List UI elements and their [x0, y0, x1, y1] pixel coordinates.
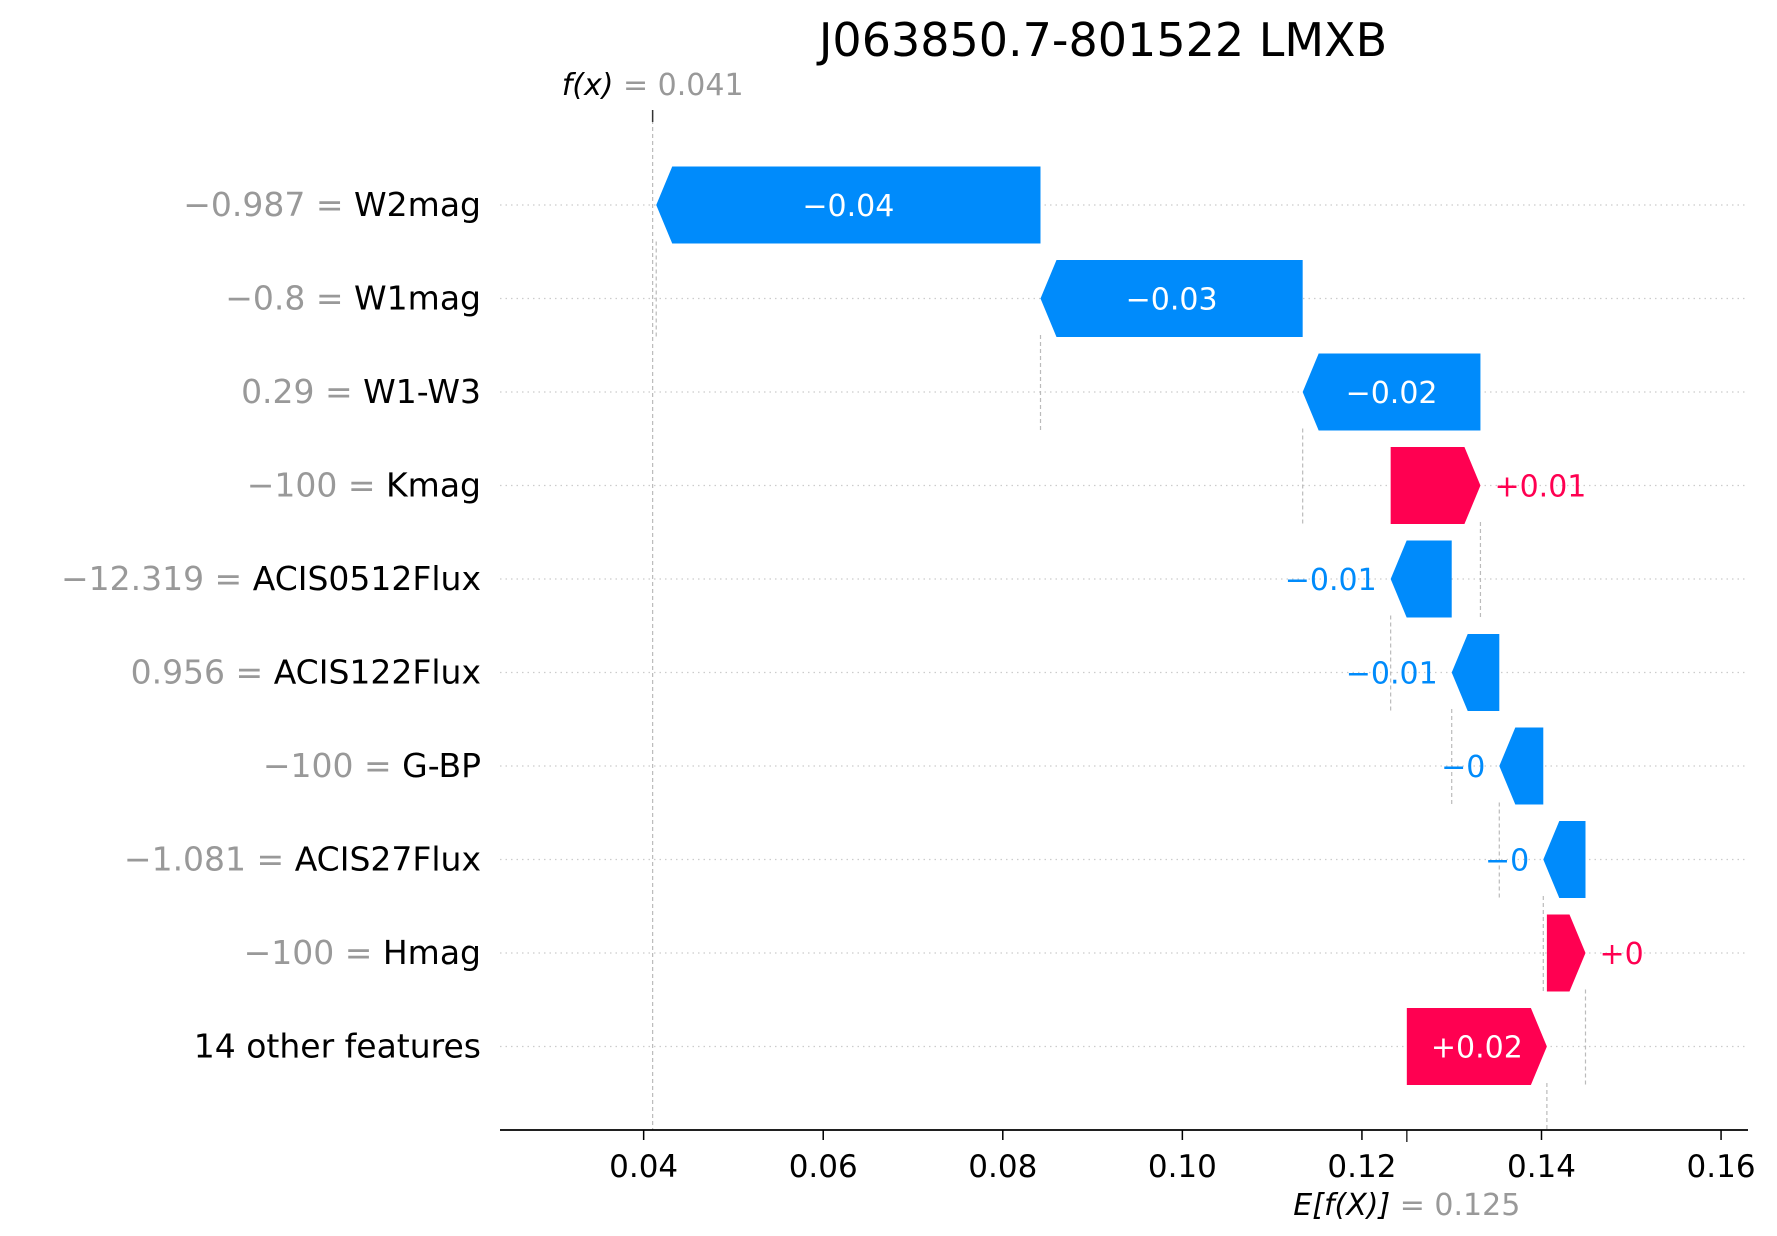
contribution-label: −0.04	[802, 189, 894, 224]
feature-name: ACIS27Flux	[295, 840, 481, 879]
feature-label: 0.29 = W1-W3	[241, 372, 481, 411]
contribution-label: −0	[1441, 750, 1485, 785]
waterfall-bar	[1406, 1008, 1547, 1085]
svg-text:E[f(X)] = 0.125: E[f(X)] = 0.125	[1293, 1188, 1520, 1223]
x-axis: 0.04 0.06 0.08 0.10 0.12 0.14 0.16	[500, 1129, 1756, 1185]
feature-value: −12.319 =	[61, 559, 253, 598]
feature-value: −1.081 =	[124, 840, 295, 879]
feature-label: −100 = Hmag	[244, 933, 481, 972]
fx-symbol: f(x)	[562, 68, 614, 103]
feature-name: Kmag	[386, 466, 481, 505]
feature-label: −0.8 = W1mag	[225, 279, 481, 318]
feature-value: −0.8 =	[225, 279, 354, 318]
feature-name: ACIS0512Flux	[253, 559, 481, 598]
bars: −0.04 −0.03 −0.02 +0.01 −0.01 −0.01 −0 −0 +0 +0.0…	[656, 166, 1644, 1085]
feature-label: −0.987 = W2mag	[183, 185, 481, 224]
waterfall-bar	[1546, 914, 1586, 992]
waterfall-bar	[1543, 821, 1586, 898]
waterfall-bar	[1040, 260, 1303, 337]
feature-name: W1mag	[354, 279, 481, 318]
feature-name: ACIS122Flux	[274, 653, 481, 692]
contribution-label: +0	[1599, 937, 1643, 972]
x-tick-label: 0.08	[968, 1149, 1037, 1185]
x-tick-label: 0.04	[609, 1149, 678, 1185]
waterfall-bar	[1302, 353, 1481, 431]
svg-text:f(x) = 0.041: f(x) = 0.041	[562, 68, 744, 103]
expected-equals: =	[1400, 1188, 1435, 1223]
contribution-label: +0.01	[1494, 470, 1586, 505]
expected-value-label: E[f(X)] = 0.125	[1293, 1188, 1520, 1223]
feature-label: −12.319 = ACIS0512Flux	[61, 559, 481, 598]
feature-value: 0.29 =	[241, 372, 363, 411]
x-tick-label: 0.16	[1687, 1149, 1756, 1185]
feature-value: 0.956 =	[131, 653, 274, 692]
x-tick-label: 0.10	[1148, 1149, 1217, 1185]
waterfall-bar	[1499, 727, 1544, 805]
feature-label: 14 other features	[194, 1027, 481, 1066]
feature-label: −100 = Kmag	[247, 466, 481, 505]
fx-equals: =	[623, 68, 658, 103]
feature-label: −1.081 = ACIS27Flux	[124, 840, 481, 879]
contribution-label: −0.03	[1126, 283, 1218, 318]
feature-name: G-BP	[402, 746, 481, 785]
connector-lines	[651, 110, 1587, 1130]
fx-label: f(x) = 0.041	[562, 68, 744, 103]
contribution-label: −0.01	[1346, 657, 1438, 692]
feature-value: −100 =	[247, 466, 386, 505]
feature-labels: −0.987 = W2mag −0.8 = W1mag 0.29 = W1-W3 −1…	[61, 185, 481, 1066]
feature-value: −100 =	[263, 746, 402, 785]
x-tick-label: 0.06	[789, 1149, 858, 1185]
feature-name: W1-W3	[363, 372, 481, 411]
x-tick-label: 0.14	[1507, 1149, 1576, 1185]
expected-value: 0.125	[1434, 1188, 1520, 1223]
contribution-label: +0.02	[1431, 1031, 1523, 1066]
feature-label: −100 = G-BP	[263, 746, 481, 785]
feature-label: 0.956 = ACIS122Flux	[131, 653, 481, 692]
waterfall-bar	[1451, 634, 1500, 711]
feature-name: W2mag	[354, 185, 481, 224]
feature-name: Hmag	[383, 933, 481, 972]
chart-title: J063850.7-801522 LMXB	[816, 13, 1387, 67]
contribution-label: −0.02	[1346, 376, 1438, 411]
fx-value: 0.041	[658, 68, 744, 103]
expected-symbol: E[f(X)]	[1293, 1188, 1390, 1223]
waterfall-bar	[1390, 447, 1481, 524]
feature-value: −0.987 =	[183, 185, 354, 224]
waterfall-bar	[656, 166, 1041, 244]
contribution-label: −0.01	[1285, 563, 1377, 598]
feature-value: −100 =	[244, 933, 383, 972]
waterfall-bar	[1390, 540, 1452, 618]
feature-name: 14 other features	[194, 1027, 481, 1066]
contribution-label: −0	[1485, 844, 1529, 879]
x-tick-label: 0.12	[1327, 1149, 1396, 1185]
